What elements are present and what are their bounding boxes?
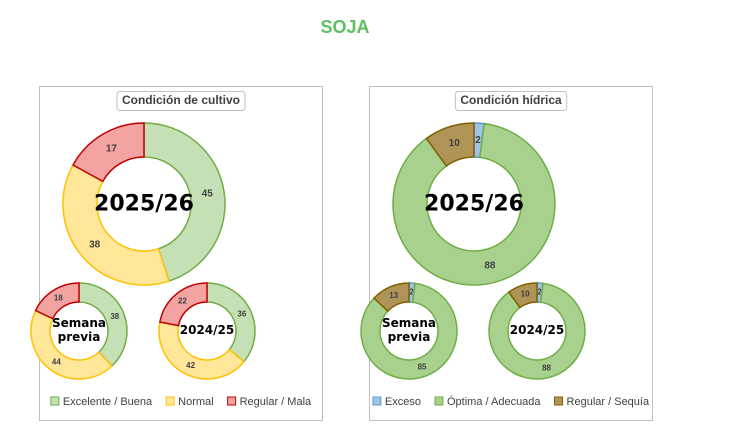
center-label: 2025/26 [94,191,194,217]
legend-label: Regular / Sequía [567,396,650,408]
value-label: 38 [89,239,101,250]
legend-label: Excelente / Buena [63,396,153,408]
center-label: 2024/25 [179,323,235,338]
panel-title: Condición hídrica [460,93,562,107]
value-label: 13 [389,291,398,300]
center-label: 2025/26 [424,191,524,217]
donut-segment [34,282,80,320]
value-label: 17 [106,144,118,155]
legend-label: Óptima / Adecuada [447,395,541,408]
value-label: 2 [409,288,414,297]
donut-segment [72,122,145,183]
panel-title: Condición de cultivo [122,93,240,107]
legend-swatch [227,396,237,406]
value-label: 38 [110,312,119,321]
center-label: Semana previa [381,316,437,344]
donut-segment [158,282,208,327]
value-label: 42 [186,361,195,370]
value-label: 88 [542,363,551,372]
panel-title-group: Condición hídrica [454,91,568,111]
legend-label: Exceso [385,396,421,408]
panel-title-box [116,91,246,111]
donut-segment [425,122,475,168]
legend-swatch [554,396,564,406]
value-label: 22 [178,296,187,305]
value-label: 10 [521,289,530,298]
value-label: 10 [449,138,461,149]
center-label: Semana previa [51,316,107,344]
page-title: SOJA [320,17,369,37]
value-label: 2 [537,288,542,297]
legend-label: Normal [178,396,213,408]
value-label: 2 [475,135,481,146]
value-label: 85 [418,362,427,371]
value-label: 18 [54,294,63,303]
legend-label: Regular / Mala [240,396,312,408]
donut-segment [62,163,170,286]
donut-segment [143,122,226,282]
donut-segment [30,309,113,380]
center-label: 2024/25 [509,323,565,338]
donut-segment [392,122,556,286]
legend: Exceso Óptima / Adecuada Regular / Sequía [372,395,650,408]
value-label: 88 [484,261,496,272]
donut-segment [488,282,586,380]
value-label: 44 [52,357,61,366]
value-label: 36 [237,310,246,319]
legend-swatch [434,396,444,406]
legend: Excelente / Buena Normal Regular / Mala [50,396,312,408]
legend-swatch [372,396,382,406]
donut-segment [372,282,410,313]
donut-segment [507,282,538,309]
legend-swatch [50,396,60,406]
value-label: 45 [202,189,214,200]
panel-title-group: Condición de cultivo [116,91,246,111]
legend-swatch [165,396,175,406]
donut-segment [360,282,458,380]
panel-title-box [454,91,568,111]
